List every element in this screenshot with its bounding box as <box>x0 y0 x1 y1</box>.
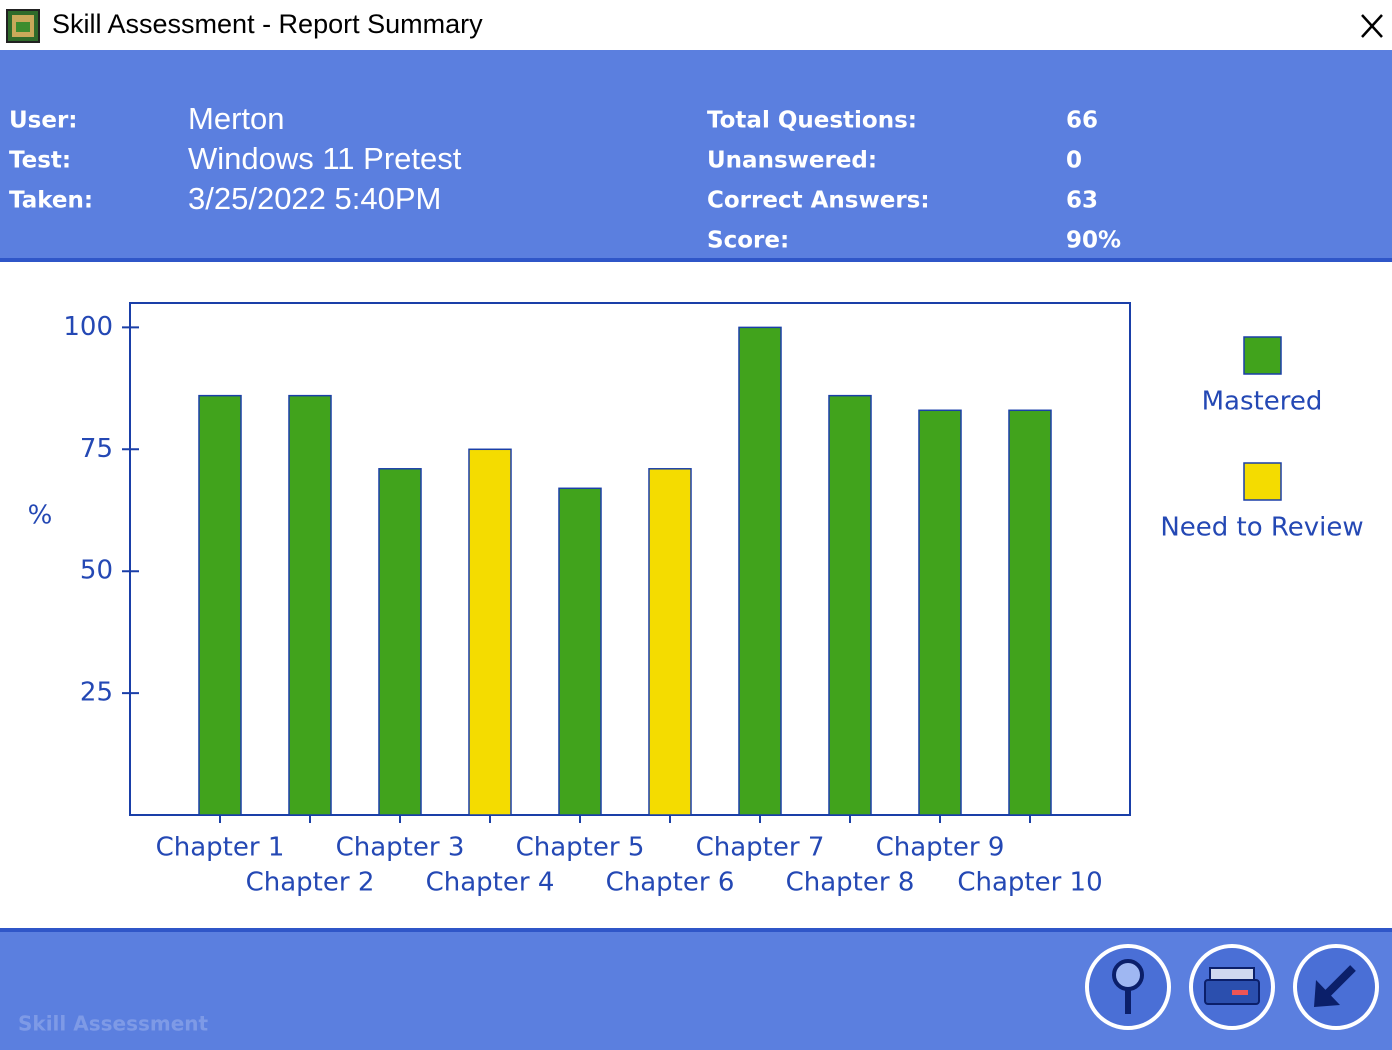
legend-label: Mastered <box>1202 387 1323 417</box>
app-icon <box>6 9 40 43</box>
legend-swatch <box>1243 462 1282 501</box>
bar <box>558 487 602 816</box>
stat-value: 0 <box>1066 148 1082 174</box>
x-tick-label: Chapter 3 <box>336 833 465 863</box>
exit-button[interactable] <box>1293 944 1379 1030</box>
y-tick-label: 25 <box>80 678 113 708</box>
divider <box>0 258 1392 262</box>
bar <box>468 448 512 816</box>
stat-label: Score: <box>707 228 789 254</box>
x-tick-label: Chapter 2 <box>246 868 375 898</box>
bar <box>1008 409 1052 816</box>
close-button[interactable] <box>1361 14 1383 38</box>
stat-value: 90% <box>1066 228 1121 254</box>
y-axis-label: % <box>28 501 53 531</box>
divider <box>0 928 1392 932</box>
footer-bar <box>0 932 1392 1050</box>
bar <box>828 394 872 816</box>
legend-label: Need to Review <box>1160 513 1363 543</box>
y-tick-label: 100 <box>63 312 113 342</box>
field-value: Merton <box>188 101 284 136</box>
y-tick-label: 50 <box>80 556 113 586</box>
bar <box>738 326 782 816</box>
stat-value: 63 <box>1066 188 1098 214</box>
bar <box>378 468 422 816</box>
stat-label: Unanswered: <box>707 148 877 174</box>
footer-brand: Skill Assessment <box>18 1012 209 1036</box>
field-label: Taken: <box>9 188 93 214</box>
field-value: 3/25/2022 5:40PM <box>188 181 441 216</box>
summary-panel <box>0 50 1392 260</box>
x-tick-label: Chapter 9 <box>876 833 1005 863</box>
x-tick-label: Chapter 5 <box>516 833 645 863</box>
field-label: Test: <box>9 148 71 174</box>
window-title: Skill Assessment - Report Summary <box>52 9 483 39</box>
x-tick-label: Chapter 1 <box>156 833 285 863</box>
field-label: User: <box>9 108 78 134</box>
x-tick-label: Chapter 7 <box>696 833 825 863</box>
x-tick-label: Chapter 4 <box>426 868 555 898</box>
title-bar <box>0 0 1392 50</box>
bar <box>288 394 332 816</box>
zoom-button[interactable] <box>1085 944 1171 1030</box>
bar <box>198 394 242 816</box>
legend-swatch <box>1243 336 1282 375</box>
print-button[interactable] <box>1189 944 1275 1030</box>
stat-label: Total Questions: <box>707 108 917 134</box>
field-value: Windows 11 Pretest <box>188 141 462 176</box>
y-tick-label: 75 <box>80 434 113 464</box>
bar <box>648 468 692 816</box>
x-tick-label: Chapter 8 <box>786 868 915 898</box>
x-tick-label: Chapter 10 <box>957 868 1102 898</box>
bar <box>918 409 962 816</box>
stat-value: 66 <box>1066 108 1098 134</box>
plot-area <box>129 302 1131 816</box>
x-tick-label: Chapter 6 <box>606 868 735 898</box>
stat-label: Correct Answers: <box>707 188 930 214</box>
